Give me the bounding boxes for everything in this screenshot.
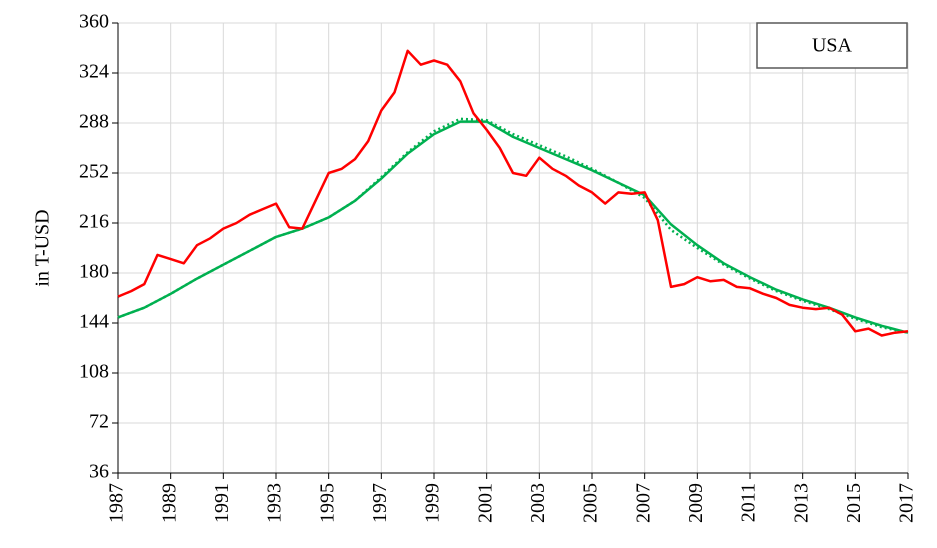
y-axis-label: in T-USD (32, 209, 54, 286)
x-tick-label: 2005 (580, 483, 602, 523)
x-tick-label: 2001 (474, 483, 496, 523)
x-tick-label: 1991 (211, 483, 233, 523)
x-tick-label: 1993 (264, 483, 286, 523)
x-tick-label: 2003 (527, 483, 549, 523)
x-tick-label: 1995 (316, 483, 338, 523)
y-tick-label: 252 (79, 161, 109, 183)
y-tick-label: 180 (79, 261, 109, 283)
x-tick-label: 2007 (632, 483, 654, 523)
annotation: USA (812, 35, 853, 57)
x-tick-label: 2017 (896, 483, 918, 523)
series-line (117, 117, 909, 334)
series-line (117, 49, 909, 337)
x-tick-label: 2011 (738, 483, 760, 522)
x-tick-label: 1997 (369, 483, 391, 523)
x-tick-label: 1989 (158, 483, 180, 523)
x-tick-label: 1987 (106, 483, 128, 523)
y-tick-label: 36 (89, 461, 109, 483)
y-tick-label: 144 (79, 311, 109, 333)
y-tick-label: 324 (79, 61, 109, 83)
x-tick-label: 2009 (685, 483, 707, 523)
y-tick-label: 216 (79, 211, 109, 233)
y-tick-label: 108 (79, 361, 109, 383)
y-tick-label: 72 (89, 411, 109, 433)
x-tick-label: 2013 (790, 483, 812, 523)
series-line (117, 120, 909, 334)
x-tick-label: 1999 (422, 483, 444, 523)
y-tick-label: 288 (79, 111, 109, 133)
annotation-box (756, 22, 908, 69)
x-tick-label: 2015 (843, 483, 865, 523)
y-tick-label: 360 (79, 11, 109, 33)
